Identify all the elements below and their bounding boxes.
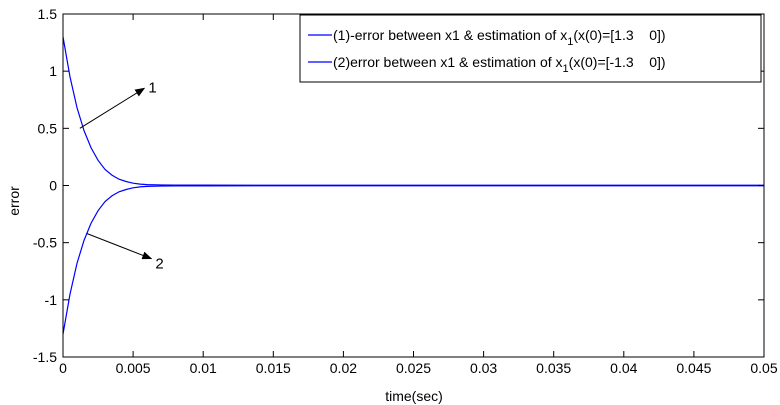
x-tick-label: 0.04 — [610, 360, 637, 376]
y-tick-label: 0 — [49, 178, 57, 194]
series-layer — [62, 36, 764, 335]
legend-entry-2: (2)error between x1 & estimation of x1(x… — [333, 54, 666, 75]
x-tick-label: 0.01 — [190, 360, 217, 376]
legend-box — [299, 14, 762, 83]
legend: (1)-error between x1 & estimation of x1(… — [299, 14, 762, 83]
annotation-label-1: 1 — [148, 79, 156, 96]
annotation-arrow-1 — [79, 87, 146, 129]
x-tick-label: 0.045 — [676, 360, 711, 376]
x-axis-title: time(sec) — [385, 388, 443, 404]
x-tick-label: 0.03 — [470, 360, 497, 376]
y-tick-label: -0.5 — [33, 235, 57, 251]
y-tick-label: 1 — [49, 63, 57, 79]
y-tick-label: -1.5 — [33, 349, 57, 365]
x-tick-label: 0.005 — [116, 360, 151, 376]
x-tick-label: 0.05 — [750, 360, 777, 376]
y-tick-label: -1 — [45, 292, 58, 308]
axes-layer: 0 0.005 0.01 0.015 0.02 0.025 0.03 0.035 0.04 0.0… — [33, 6, 778, 376]
annotation-label-2: 2 — [155, 256, 163, 273]
annotation-arrow-2 — [86, 233, 153, 260]
y-tick-label: 1.5 — [38, 6, 58, 22]
y-tick-label: 0.5 — [38, 120, 58, 136]
x-tick-label: 0.035 — [536, 360, 571, 376]
y-axis-title: error — [6, 186, 22, 216]
x-tick-label: 0 — [59, 360, 67, 376]
series-line-2 — [62, 185, 764, 335]
legend-entry-1: (1)-error between x1 & estimation of x1(… — [333, 27, 666, 48]
x-tick-label: 0.02 — [330, 360, 357, 376]
x-tick-label: 0.025 — [396, 360, 431, 376]
annotation-layer: 12 — [79, 79, 164, 273]
x-tick-label: 0.015 — [256, 360, 291, 376]
